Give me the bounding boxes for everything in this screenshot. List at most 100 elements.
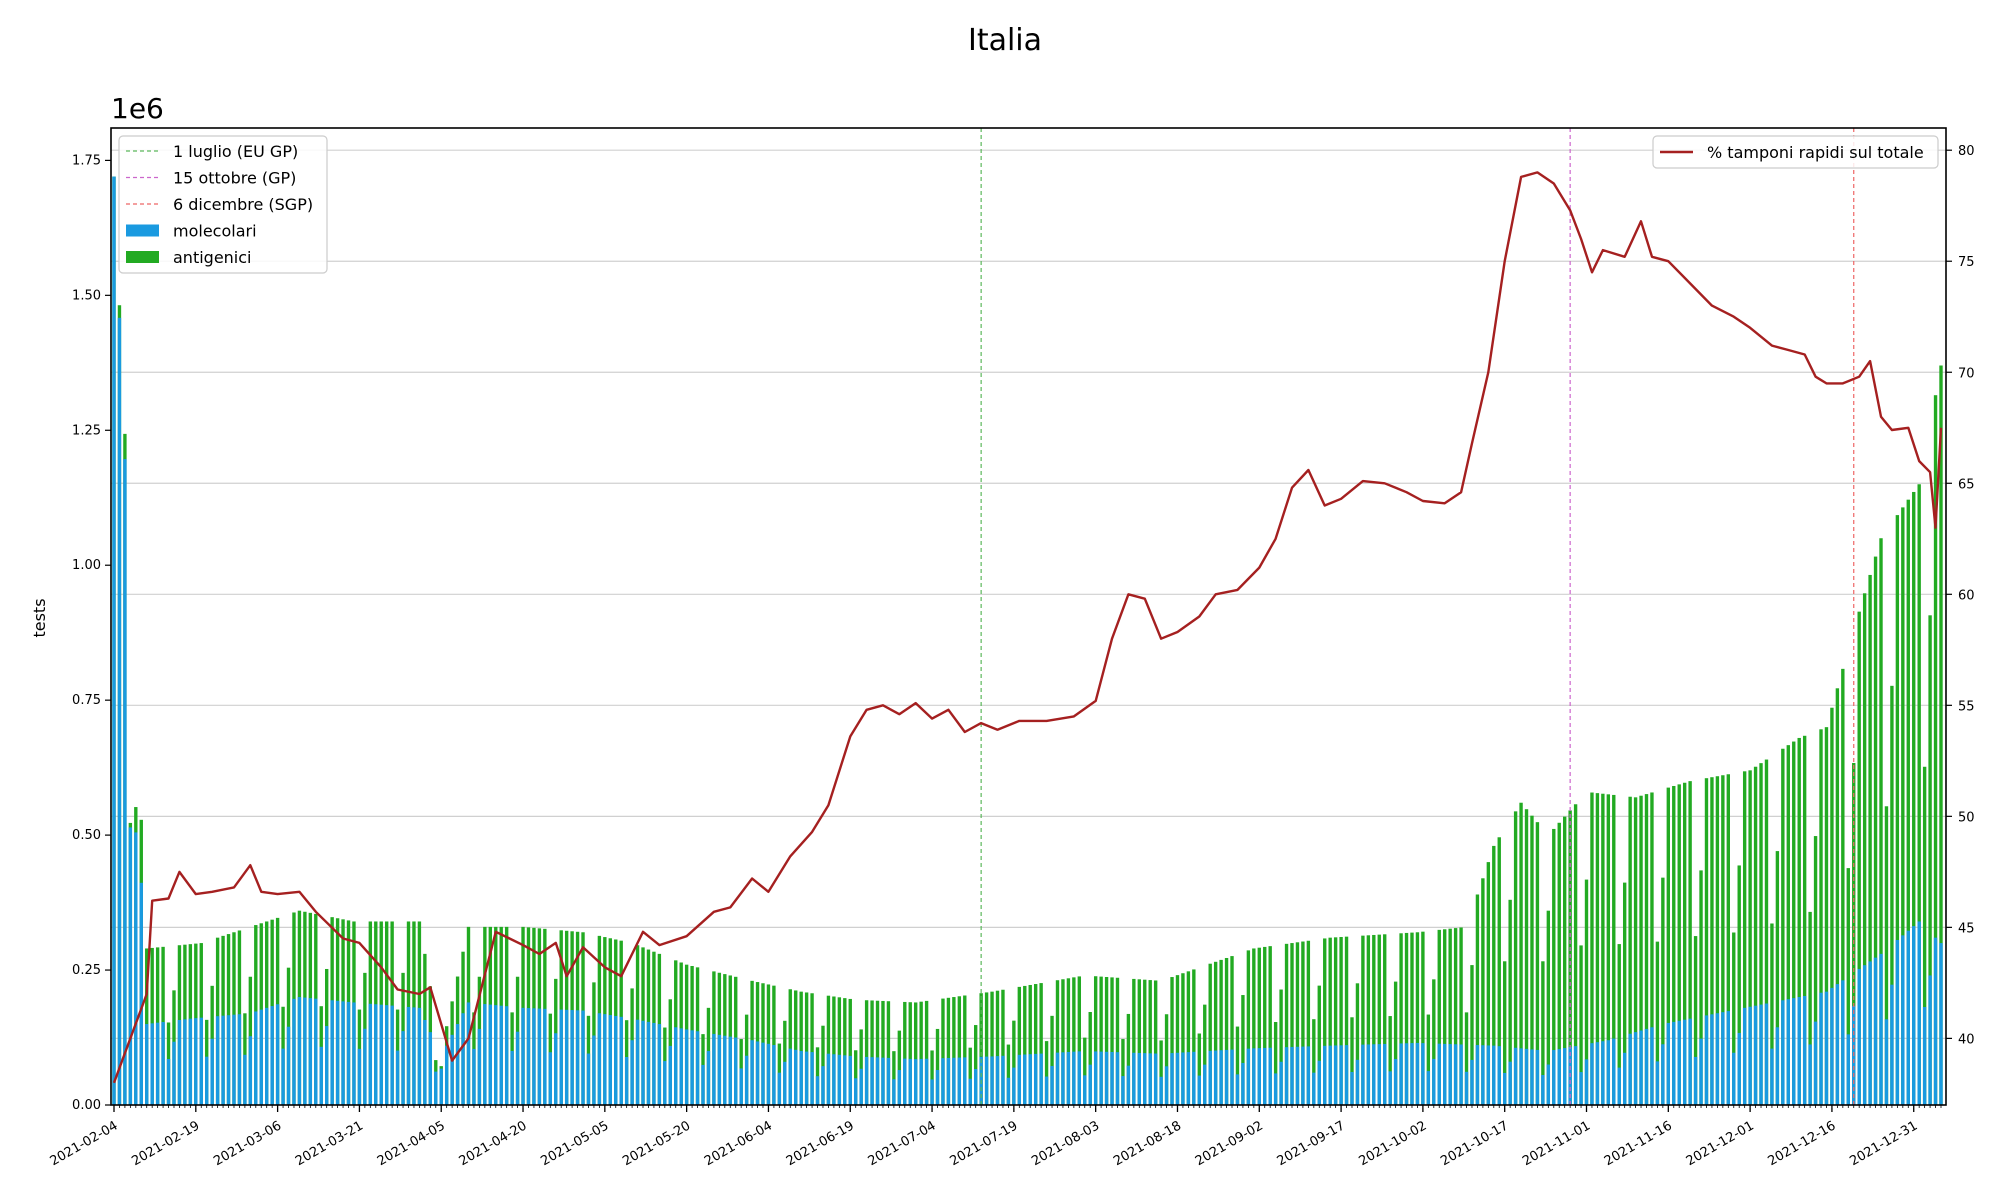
bar-molecolari <box>766 1043 771 1105</box>
bar-molecolari <box>303 997 307 1105</box>
legend-label: molecolari <box>173 222 257 241</box>
bar-molecolari <box>543 1008 547 1105</box>
bar-antigenici <box>1792 741 1796 1105</box>
bar-molecolari <box>537 1008 542 1105</box>
bar-antigenici <box>1748 770 1752 1105</box>
bar-molecolari <box>897 1070 902 1105</box>
bar-molecolari <box>368 1003 373 1105</box>
x-tick-label: 2021-05-20 <box>620 1118 693 1169</box>
bar-molecolari <box>924 1058 929 1105</box>
bar-molecolari <box>1737 1032 1741 1105</box>
bar-molecolari <box>1186 1052 1191 1105</box>
bar-molecolari <box>526 1008 531 1105</box>
bar-antigenici <box>1868 574 1872 1105</box>
bar-molecolari <box>1917 921 1921 1105</box>
bar-molecolari <box>848 1055 852 1105</box>
legend-box <box>118 135 328 274</box>
bar-molecolari <box>1263 1047 1267 1105</box>
bar-antigenici <box>1241 995 1245 1105</box>
bar-antigenici <box>843 998 847 1105</box>
bar-molecolari <box>1044 1076 1049 1105</box>
bar-molecolari <box>1246 1048 1251 1105</box>
bar-molecolari <box>1170 1053 1174 1105</box>
bar-molecolari <box>417 1007 422 1105</box>
bar-antigenici <box>1650 792 1654 1105</box>
bar-molecolari <box>619 1016 623 1105</box>
bar-antigenici <box>957 996 962 1105</box>
x-tick-label: 2021-10-17 <box>1438 1118 1511 1169</box>
bar-molecolari <box>444 1045 449 1105</box>
bar-molecolari <box>712 1033 716 1105</box>
legend-label: 6 dicembre (SGP) <box>173 195 313 214</box>
bar-molecolari <box>1339 1045 1343 1105</box>
bar-molecolari <box>1252 1048 1256 1105</box>
bar-molecolari <box>1083 1075 1087 1105</box>
bar-molecolari <box>1284 1047 1289 1105</box>
bar-molecolari <box>1017 1054 1022 1105</box>
bar-molecolari <box>406 1006 411 1105</box>
bar-molecolari <box>254 1011 258 1105</box>
bar-antigenici <box>1884 806 1889 1105</box>
bar-molecolari <box>723 1035 727 1105</box>
bar-molecolari <box>1721 1012 1725 1105</box>
bar-molecolari <box>363 1028 367 1105</box>
bar-antigenici <box>1393 981 1398 1105</box>
bar-antigenici <box>1906 499 1910 1105</box>
bar-molecolari <box>215 1016 220 1105</box>
bar-molecolari <box>1208 1050 1212 1105</box>
bar-antigenici <box>1503 961 1507 1105</box>
bar-molecolari <box>1639 1030 1643 1105</box>
bar-molecolari <box>341 1001 345 1105</box>
bar-molecolari <box>641 1020 645 1105</box>
bar-antigenici <box>804 992 809 1105</box>
bar-antigenici <box>1928 615 1932 1105</box>
bar-molecolari <box>270 1006 274 1105</box>
bar-molecolari <box>1939 943 1943 1105</box>
bar-molecolari <box>455 1024 460 1105</box>
legend-label: antigenici <box>173 248 252 267</box>
bar-molecolari <box>843 1055 847 1105</box>
bar-antigenici <box>1279 989 1283 1105</box>
bar-molecolari <box>908 1058 912 1105</box>
bar-antigenici <box>1312 1019 1316 1105</box>
bar-molecolari <box>810 1052 814 1105</box>
bar-molecolari <box>1835 984 1840 1105</box>
y-tick-label: 0.50 <box>72 828 101 843</box>
y2-tick-label: 60 <box>1958 588 1975 603</box>
bar-antigenici <box>1824 727 1829 1105</box>
bar-molecolari <box>1323 1045 1327 1105</box>
bar-molecolari <box>1279 1061 1283 1105</box>
x-tick-label: 2021-05-05 <box>538 1118 611 1169</box>
bar-molecolari <box>1121 1076 1125 1105</box>
bar-molecolari <box>319 1046 323 1105</box>
bar-molecolari <box>297 997 302 1105</box>
bar-antigenici <box>1459 927 1463 1105</box>
bar-molecolari <box>1393 1058 1398 1105</box>
bar-molecolari <box>1197 1075 1201 1105</box>
bar-antigenici <box>1601 793 1605 1105</box>
bar-molecolari <box>330 1000 334 1105</box>
bar-molecolari <box>1366 1044 1371 1105</box>
bar-antigenici <box>1093 976 1098 1105</box>
bar-antigenici <box>935 1028 940 1105</box>
bar-molecolari <box>1388 1071 1392 1105</box>
bar-molecolari <box>172 1041 176 1105</box>
bar-molecolari <box>1830 987 1834 1105</box>
bar-molecolari <box>859 1068 863 1105</box>
bar-antigenici <box>1922 766 1927 1105</box>
y-tick-label: 1.00 <box>72 558 101 573</box>
bar-antigenici <box>1726 774 1730 1105</box>
bar-molecolari <box>646 1021 651 1105</box>
bar-molecolari <box>1290 1046 1294 1105</box>
bar-molecolari <box>941 1058 945 1105</box>
bar-molecolari <box>1661 1044 1665 1105</box>
y-tick-label: 0.25 <box>72 963 101 978</box>
bar-molecolari <box>1890 984 1894 1105</box>
bar-antigenici <box>1344 936 1349 1105</box>
bar-molecolari <box>117 317 122 1106</box>
bar-molecolari <box>232 1014 236 1105</box>
bar-antigenici <box>1470 965 1474 1105</box>
bar-antigenici <box>788 989 792 1105</box>
bar-molecolari <box>821 1066 825 1105</box>
bar-antigenici <box>1328 937 1332 1105</box>
